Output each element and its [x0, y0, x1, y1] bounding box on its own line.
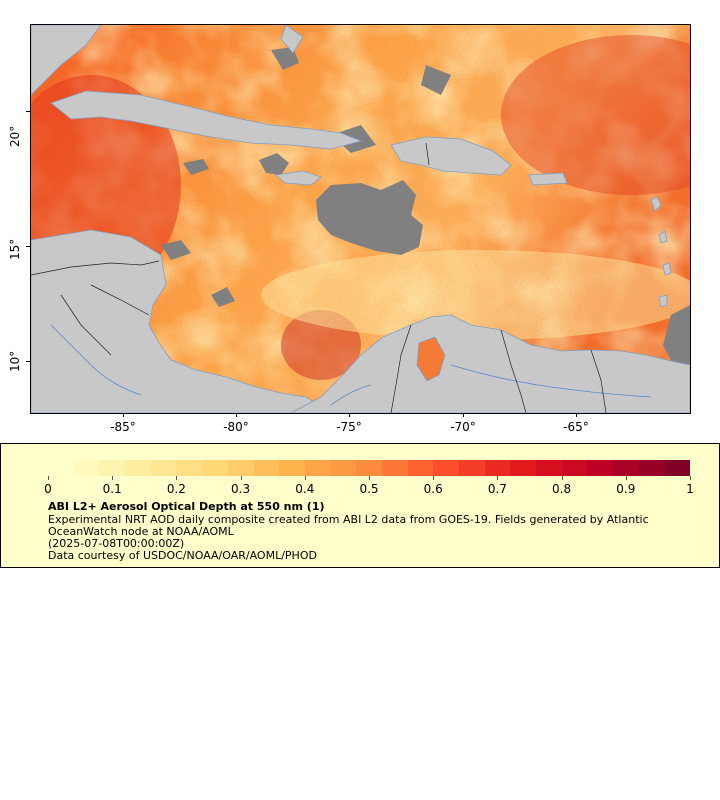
- colorbar-tick-label: 0.9: [616, 482, 636, 496]
- colorbar-segment: [459, 460, 485, 476]
- x-tick-label: -85°: [110, 420, 136, 434]
- colorbar-segment: [176, 460, 203, 476]
- colorbar-tick-label: 0.3: [231, 482, 251, 496]
- colorbar-tick-label: 1: [686, 482, 694, 496]
- colorbar-tick-label: 0.7: [487, 482, 507, 496]
- y-tick-label: 20°: [8, 125, 22, 147]
- colorbar-segment: [613, 460, 639, 476]
- x-tick-label: -80°: [223, 420, 249, 434]
- colorbar-tick-label: 0.1: [102, 482, 122, 496]
- legend-panel: 0 0.1 0.2 0.3 0.4 0.5 0.6 0.7 0.8 0.9 1 ABI L2+ Ae…: [0, 443, 720, 568]
- colorbar-segment: [227, 460, 254, 476]
- legend-time: (2025-07-08T00:00:00Z): [48, 537, 185, 550]
- colorbar-tickmark: [625, 476, 627, 480]
- x-tickmark: [463, 413, 464, 417]
- colorbar-tick-label: 0.4: [295, 482, 315, 496]
- x-tick-label: -70°: [450, 420, 476, 434]
- colorbar-segment: [99, 460, 126, 476]
- colorbar-segment: [73, 460, 100, 476]
- colorbar-tickmark: [369, 476, 370, 480]
- x-tick-label: -75°: [336, 420, 362, 434]
- colorbar-tick-label: 0.5: [359, 482, 379, 496]
- colorbar-tickmark: [690, 476, 691, 480]
- colorbar-segment: [356, 460, 382, 476]
- y-tickmark: [26, 246, 30, 247]
- colorbar-segment: [484, 460, 511, 476]
- colorbar-segment: [304, 460, 331, 476]
- colorbar-tickmark: [112, 476, 114, 480]
- colorbar-segment: [150, 460, 177, 476]
- colorbar-segment: [202, 460, 228, 476]
- colorbar-segment: [536, 460, 562, 476]
- colorbar-tick-label: 0.2: [166, 482, 186, 496]
- colorbar-tickmark: [497, 476, 499, 480]
- colorbar-tickmark: [304, 476, 306, 480]
- colorbar-segment: [433, 460, 459, 476]
- colorbar-segment: [407, 460, 434, 476]
- map-plot-area[interactable]: [30, 24, 691, 414]
- colorbar-segment: [664, 460, 691, 476]
- colorbar-segment: [330, 460, 357, 476]
- colorbar-segment: [587, 460, 614, 476]
- colorbar-tickmark: [48, 476, 49, 480]
- x-tickmark: [236, 413, 237, 417]
- colorbar-tickmark: [433, 476, 435, 480]
- aod-map-image: [31, 25, 690, 413]
- x-tickmark: [349, 413, 350, 417]
- country-borders: [31, 142, 607, 413]
- colorbar-tick-label: 0.8: [552, 482, 572, 496]
- colorbar-segment: [561, 460, 588, 476]
- colorbar-segment: [381, 460, 408, 476]
- colorbar-segment: [279, 460, 305, 476]
- land-masses: [31, 25, 690, 413]
- rivers: [50, 324, 652, 406]
- y-tickmark: [26, 111, 30, 112]
- colorbar-segment: [510, 460, 537, 476]
- colorbar-segment: [48, 460, 74, 476]
- colorbar-segment: [253, 460, 280, 476]
- colorbar-tick-label: 0.6: [423, 482, 443, 496]
- legend-credit: Data courtesy of USDOC/NOAA/OAR/AOML/PHO…: [48, 549, 317, 562]
- x-tickmark: [576, 413, 577, 417]
- colorbar-segment: [638, 460, 665, 476]
- legend-title: ABI L2+ Aerosol Optical Depth at 550 nm …: [48, 500, 325, 513]
- y-tickmark: [26, 361, 30, 362]
- colorbar-tickmark: [561, 476, 563, 480]
- y-tick-label: 15°: [8, 238, 22, 260]
- legend-description: Experimental NRT AOD daily composite cre…: [48, 513, 649, 538]
- colorbar-segment: [125, 460, 151, 476]
- colorbar-tickmark: [240, 476, 242, 480]
- colorbar-tickmark: [176, 476, 178, 480]
- colorbar: [48, 460, 691, 476]
- y-tick-label: 10°: [8, 350, 22, 372]
- colorbar-tick-label: 0: [44, 482, 52, 496]
- x-tick-label: -65°: [563, 420, 589, 434]
- x-tickmark: [123, 413, 124, 417]
